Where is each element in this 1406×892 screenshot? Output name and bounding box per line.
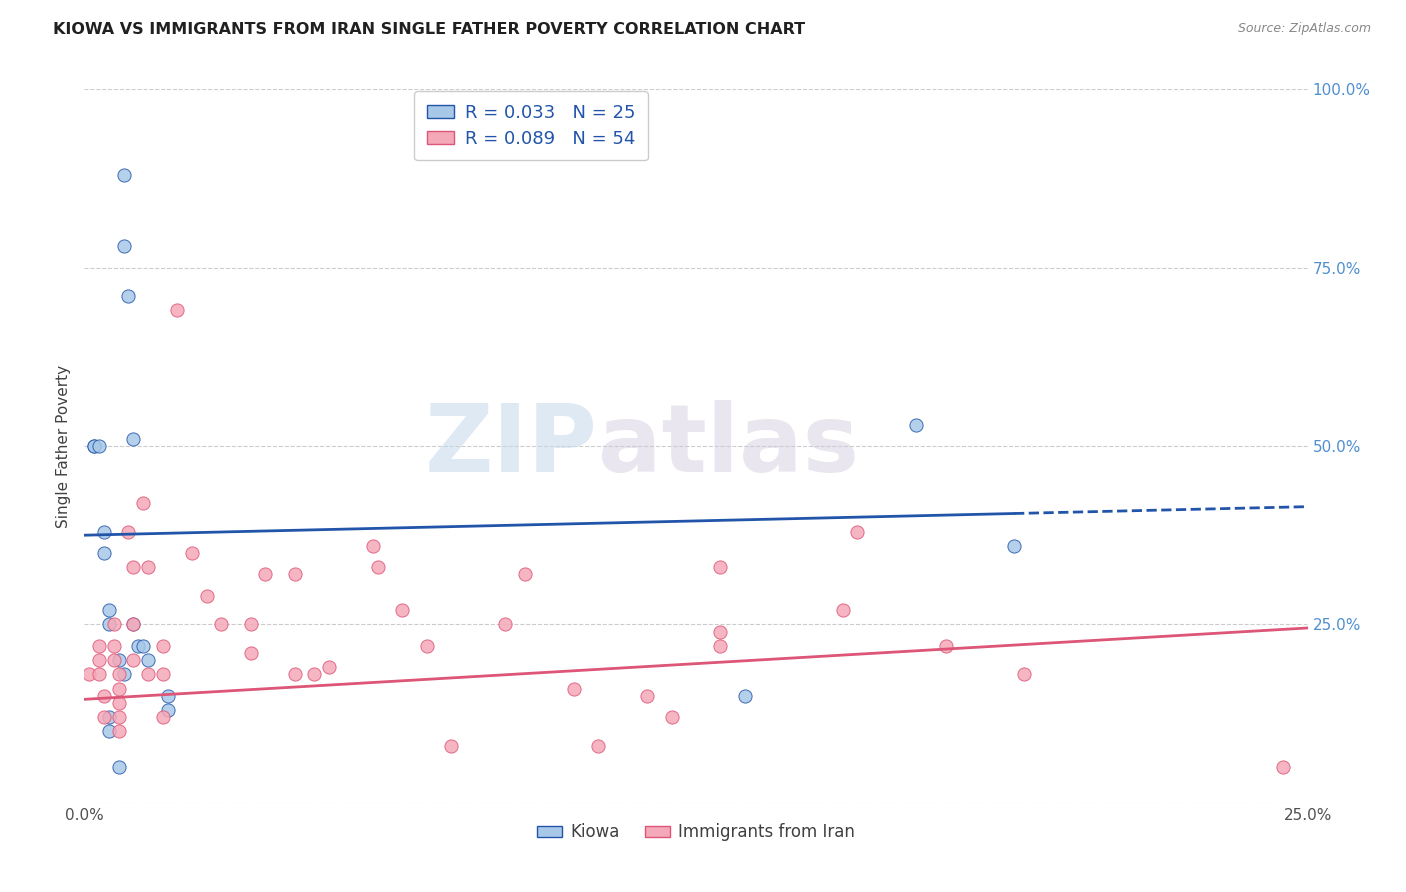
Point	[239, 646, 262, 660]
Point	[87, 439, 110, 453]
Point	[122, 617, 145, 632]
Point	[112, 239, 135, 253]
Point	[367, 560, 389, 574]
Point	[122, 617, 145, 632]
Point	[97, 710, 120, 724]
Point	[132, 639, 155, 653]
Point	[284, 567, 307, 582]
Point	[209, 617, 232, 632]
Text: atlas: atlas	[598, 400, 859, 492]
Point	[284, 667, 307, 681]
Point	[562, 681, 585, 696]
Point	[1002, 539, 1025, 553]
Point	[361, 539, 384, 553]
Point	[97, 617, 120, 632]
Legend: Kiowa, Immigrants from Iran: Kiowa, Immigrants from Iran	[530, 817, 862, 848]
Text: KIOWA VS IMMIGRANTS FROM IRAN SINGLE FATHER POVERTY CORRELATION CHART: KIOWA VS IMMIGRANTS FROM IRAN SINGLE FAT…	[53, 22, 806, 37]
Point	[103, 653, 125, 667]
Point	[97, 603, 120, 617]
Point	[103, 639, 125, 653]
Point	[513, 567, 536, 582]
Point	[254, 567, 277, 582]
Point	[318, 660, 340, 674]
Point	[87, 653, 110, 667]
Point	[440, 739, 463, 753]
Point	[152, 667, 174, 681]
Text: Source: ZipAtlas.com: Source: ZipAtlas.com	[1237, 22, 1371, 36]
Point	[1012, 667, 1035, 681]
Point	[87, 667, 110, 681]
Point	[87, 639, 110, 653]
Text: ZIP: ZIP	[425, 400, 598, 492]
Point	[107, 760, 129, 774]
Point	[239, 617, 262, 632]
Point	[107, 710, 129, 724]
Point	[416, 639, 439, 653]
Point	[93, 689, 115, 703]
Point	[152, 639, 174, 653]
Point	[93, 524, 115, 539]
Point	[107, 681, 129, 696]
Point	[93, 710, 115, 724]
Point	[122, 653, 145, 667]
Point	[127, 639, 149, 653]
Point	[1272, 760, 1295, 774]
Point	[97, 724, 120, 739]
Point	[636, 689, 658, 703]
Point	[77, 667, 100, 681]
Point	[831, 603, 853, 617]
Point	[93, 546, 115, 560]
Point	[934, 639, 956, 653]
Point	[494, 617, 516, 632]
Point	[136, 667, 159, 681]
Point	[734, 689, 756, 703]
Point	[709, 639, 731, 653]
Point	[117, 289, 139, 303]
Point	[181, 546, 204, 560]
Point	[107, 667, 129, 681]
Point	[107, 653, 129, 667]
Point	[195, 589, 218, 603]
Point	[112, 667, 135, 681]
Point	[117, 524, 139, 539]
Point	[107, 724, 129, 739]
Point	[112, 168, 135, 182]
Y-axis label: Single Father Poverty: Single Father Poverty	[56, 365, 72, 527]
Point	[905, 417, 928, 432]
Point	[107, 696, 129, 710]
Point	[586, 739, 609, 753]
Point	[846, 524, 869, 539]
Point	[136, 653, 159, 667]
Point	[709, 624, 731, 639]
Point	[83, 439, 105, 453]
Point	[83, 439, 105, 453]
Point	[391, 603, 413, 617]
Point	[661, 710, 683, 724]
Point	[136, 560, 159, 574]
Point	[709, 560, 731, 574]
Point	[132, 496, 155, 510]
Point	[166, 303, 188, 318]
Point	[103, 617, 125, 632]
Point	[122, 432, 145, 446]
Point	[122, 560, 145, 574]
Point	[152, 710, 174, 724]
Point	[304, 667, 326, 681]
Point	[156, 689, 179, 703]
Point	[156, 703, 179, 717]
